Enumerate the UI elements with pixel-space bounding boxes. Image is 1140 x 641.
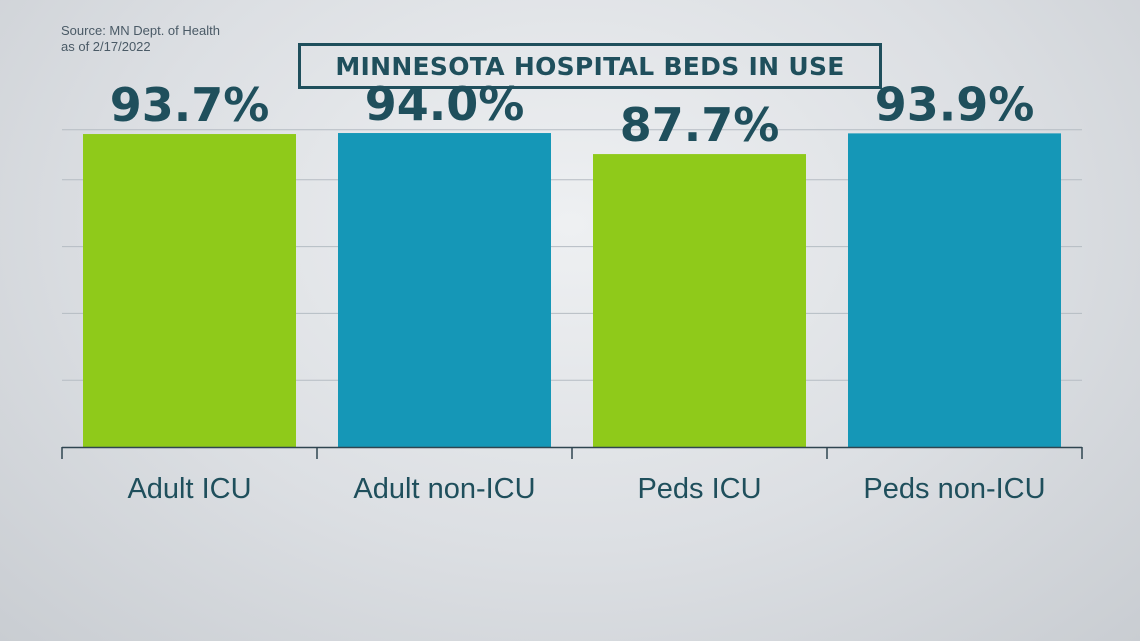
bar — [83, 134, 296, 448]
bar — [593, 154, 806, 447]
chart-title: MINNESOTA HOSPITAL BEDS IN USE — [335, 51, 845, 81]
x-tick-label: Adult ICU — [127, 473, 251, 505]
bar — [338, 133, 551, 448]
data-label: 87.7% — [620, 98, 780, 152]
source-note: Source: MN Dept. of Health as of 2/17/20… — [61, 23, 220, 55]
data-label: 94.0% — [365, 77, 525, 131]
chart-title-box: MINNESOTA HOSPITAL BEDS IN USE — [298, 43, 882, 89]
x-tick-label: Peds non-ICU — [863, 473, 1045, 505]
source-line: Source: MN Dept. of Health — [61, 23, 220, 38]
x-tick-label: Peds ICU — [637, 473, 761, 505]
date-line: as of 2/17/2022 — [61, 39, 151, 54]
x-tick-label: Adult non-ICU — [353, 473, 535, 505]
data-label: 93.9% — [875, 77, 1035, 131]
bar — [848, 133, 1061, 447]
data-label: 93.7% — [110, 78, 270, 132]
